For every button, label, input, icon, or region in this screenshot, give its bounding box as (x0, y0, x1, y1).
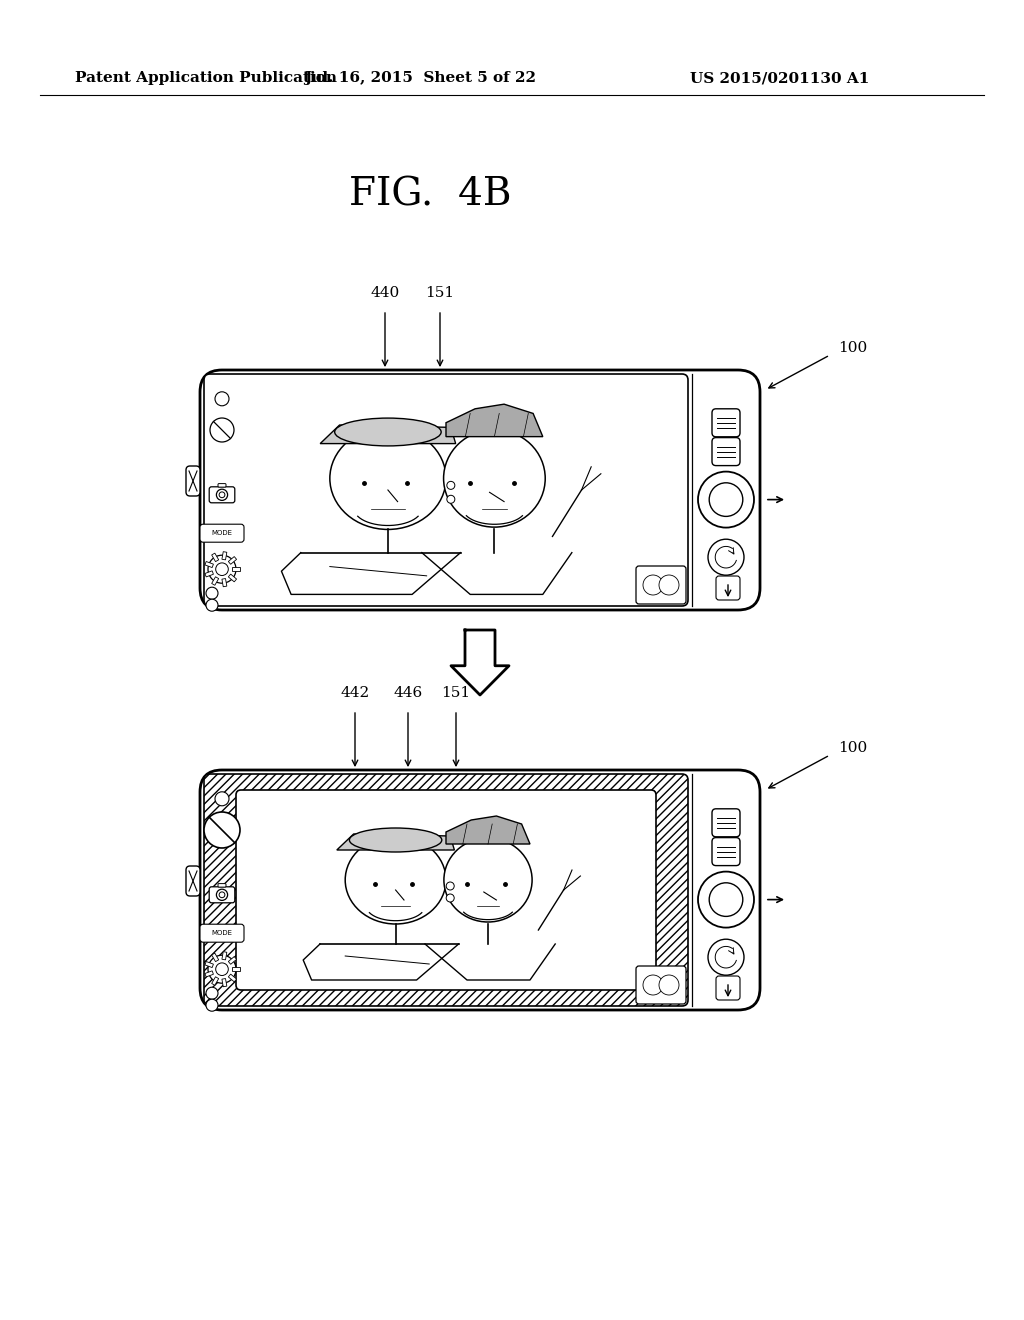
Polygon shape (446, 816, 530, 843)
FancyBboxPatch shape (209, 887, 234, 903)
FancyBboxPatch shape (712, 809, 740, 837)
Polygon shape (337, 834, 455, 850)
Circle shape (215, 392, 229, 405)
FancyBboxPatch shape (204, 774, 688, 1006)
Circle shape (208, 556, 236, 583)
Circle shape (446, 482, 455, 490)
FancyBboxPatch shape (200, 770, 760, 1010)
Ellipse shape (443, 838, 532, 921)
Text: Patent Application Publication: Patent Application Publication (75, 71, 337, 84)
Polygon shape (222, 952, 227, 960)
Circle shape (216, 962, 228, 975)
FancyBboxPatch shape (716, 975, 740, 1001)
Polygon shape (212, 577, 219, 585)
Polygon shape (212, 977, 219, 985)
Polygon shape (212, 953, 219, 962)
FancyBboxPatch shape (636, 966, 686, 1005)
Circle shape (446, 495, 455, 503)
Text: 446: 446 (393, 686, 423, 700)
Circle shape (219, 892, 225, 898)
FancyBboxPatch shape (200, 370, 760, 610)
FancyBboxPatch shape (209, 487, 234, 503)
Polygon shape (222, 552, 227, 560)
Polygon shape (321, 425, 456, 444)
Circle shape (446, 882, 455, 890)
Circle shape (446, 894, 455, 902)
Circle shape (206, 599, 218, 611)
FancyBboxPatch shape (712, 409, 740, 437)
Text: 151: 151 (441, 686, 471, 700)
Text: FIG.  4B: FIG. 4B (349, 177, 511, 214)
Polygon shape (231, 968, 240, 972)
FancyBboxPatch shape (218, 883, 226, 887)
Ellipse shape (345, 836, 446, 924)
Polygon shape (446, 404, 543, 437)
FancyBboxPatch shape (636, 566, 686, 605)
Polygon shape (228, 974, 237, 982)
FancyBboxPatch shape (200, 924, 244, 942)
Text: 440: 440 (371, 286, 399, 300)
Text: 100: 100 (838, 741, 867, 755)
Polygon shape (205, 970, 213, 977)
Text: 100: 100 (838, 341, 867, 355)
FancyBboxPatch shape (204, 374, 688, 606)
Circle shape (216, 890, 227, 900)
FancyBboxPatch shape (236, 789, 656, 990)
FancyBboxPatch shape (712, 838, 740, 866)
Polygon shape (222, 578, 227, 587)
Circle shape (643, 975, 663, 995)
Polygon shape (205, 961, 213, 968)
Circle shape (643, 576, 663, 595)
Polygon shape (231, 568, 240, 572)
Circle shape (206, 987, 218, 999)
Text: US 2015/0201130 A1: US 2015/0201130 A1 (690, 71, 869, 84)
FancyBboxPatch shape (186, 466, 200, 496)
Circle shape (206, 587, 218, 599)
Text: 151: 151 (425, 286, 455, 300)
Circle shape (698, 871, 754, 928)
Text: MODE: MODE (212, 531, 232, 536)
Circle shape (710, 483, 742, 516)
Circle shape (216, 562, 228, 576)
Circle shape (206, 999, 218, 1011)
Ellipse shape (443, 430, 545, 527)
FancyBboxPatch shape (218, 483, 226, 487)
Circle shape (208, 956, 236, 983)
Circle shape (698, 471, 754, 528)
Polygon shape (212, 553, 219, 561)
Circle shape (708, 539, 744, 576)
Circle shape (215, 792, 229, 805)
Circle shape (708, 940, 744, 975)
Polygon shape (205, 570, 213, 577)
FancyBboxPatch shape (200, 524, 244, 543)
Text: 442: 442 (340, 686, 370, 700)
Polygon shape (228, 574, 237, 582)
Circle shape (710, 883, 742, 916)
Polygon shape (222, 978, 227, 987)
Polygon shape (228, 957, 237, 965)
Polygon shape (451, 630, 509, 696)
FancyBboxPatch shape (712, 438, 740, 466)
Circle shape (216, 490, 227, 500)
Ellipse shape (349, 828, 441, 851)
Circle shape (659, 576, 679, 595)
FancyBboxPatch shape (716, 576, 740, 601)
FancyBboxPatch shape (186, 866, 200, 896)
Circle shape (659, 975, 679, 995)
Polygon shape (205, 561, 213, 568)
Circle shape (204, 812, 240, 847)
Ellipse shape (335, 418, 441, 446)
Polygon shape (228, 557, 237, 564)
Circle shape (219, 492, 225, 498)
Ellipse shape (330, 428, 446, 529)
Circle shape (210, 418, 234, 442)
Text: Jul. 16, 2015  Sheet 5 of 22: Jul. 16, 2015 Sheet 5 of 22 (304, 71, 536, 84)
Text: MODE: MODE (212, 931, 232, 936)
